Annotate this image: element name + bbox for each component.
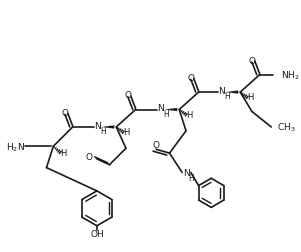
Text: OH: OH bbox=[90, 229, 104, 238]
Text: O: O bbox=[187, 74, 194, 83]
Text: CH$_3$: CH$_3$ bbox=[278, 121, 296, 134]
Text: O: O bbox=[124, 91, 131, 100]
Text: H: H bbox=[186, 110, 192, 119]
Text: H: H bbox=[247, 93, 253, 102]
Text: N: N bbox=[157, 104, 164, 113]
Text: N: N bbox=[183, 168, 189, 177]
Text: O: O bbox=[61, 109, 68, 117]
Text: H: H bbox=[188, 173, 194, 182]
Text: H: H bbox=[123, 128, 129, 137]
Polygon shape bbox=[165, 108, 177, 112]
Text: N: N bbox=[95, 121, 101, 130]
Text: NH$_2$: NH$_2$ bbox=[281, 69, 299, 82]
Text: H: H bbox=[100, 127, 106, 136]
Text: O: O bbox=[248, 56, 255, 65]
Text: H: H bbox=[163, 109, 169, 118]
Text: N: N bbox=[219, 86, 225, 95]
Polygon shape bbox=[226, 91, 238, 94]
Text: O: O bbox=[85, 152, 93, 161]
Polygon shape bbox=[102, 126, 114, 129]
Text: H: H bbox=[224, 92, 230, 101]
Text: H$_2$N: H$_2$N bbox=[6, 141, 25, 153]
Text: H: H bbox=[60, 148, 66, 157]
Text: O: O bbox=[153, 140, 160, 149]
